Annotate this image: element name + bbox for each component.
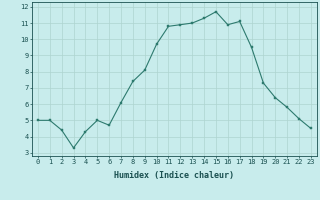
X-axis label: Humidex (Indice chaleur): Humidex (Indice chaleur) (115, 171, 234, 180)
